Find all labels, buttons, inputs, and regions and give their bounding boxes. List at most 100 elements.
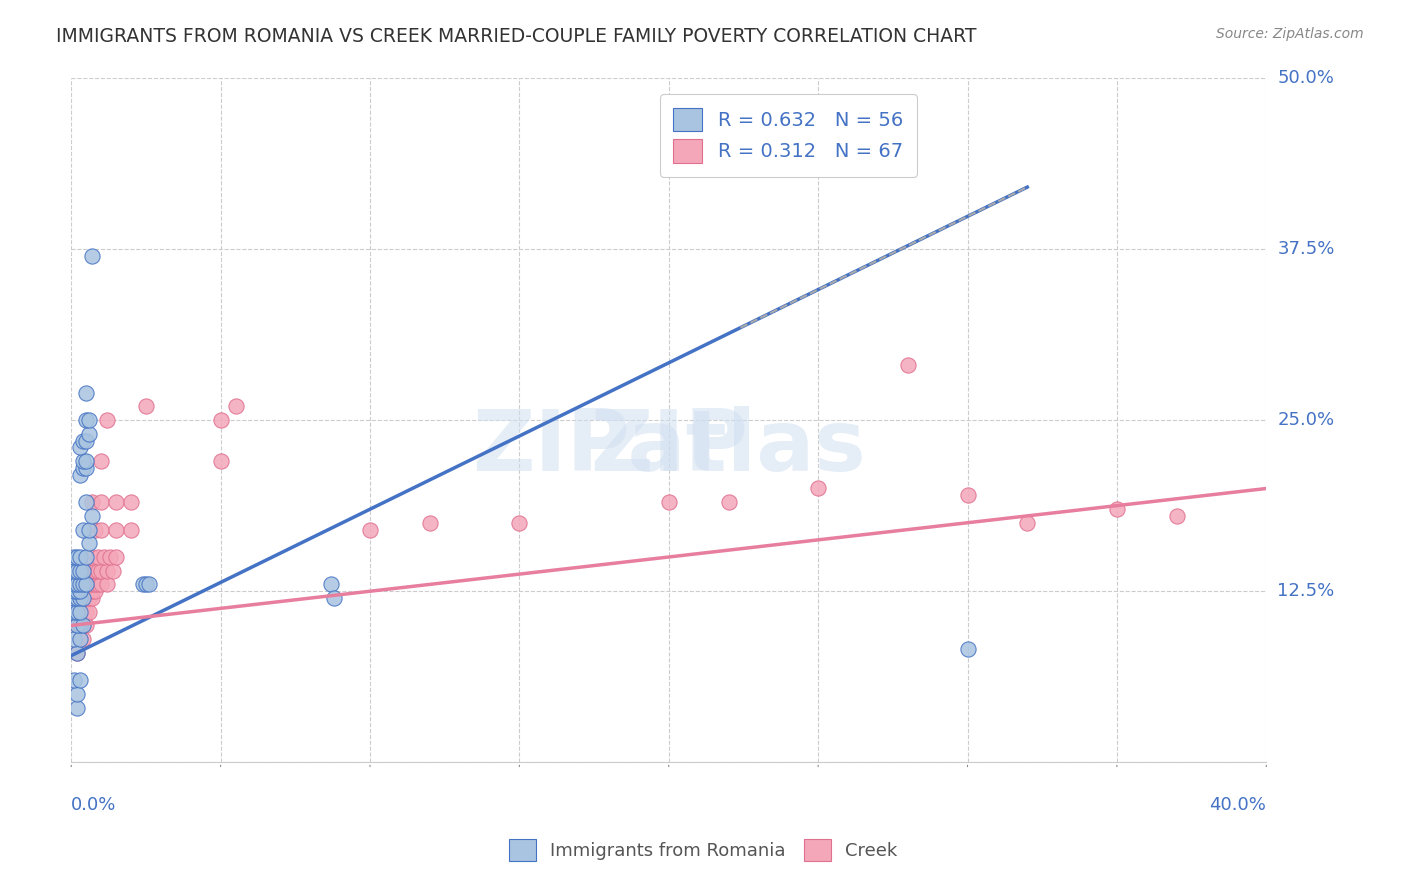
Point bbox=[138, 577, 160, 591]
Point bbox=[96, 577, 118, 591]
Point bbox=[75, 461, 97, 475]
Point bbox=[87, 564, 110, 578]
Point bbox=[72, 605, 94, 619]
Point bbox=[63, 549, 86, 564]
Point bbox=[956, 488, 979, 502]
Point bbox=[323, 591, 346, 606]
Text: ZIPatlas: ZIPatlas bbox=[472, 406, 866, 489]
Point bbox=[105, 523, 128, 537]
Point bbox=[72, 584, 94, 599]
Point bbox=[75, 577, 97, 591]
Point bbox=[69, 467, 91, 482]
Point bbox=[75, 434, 97, 448]
Point bbox=[69, 584, 91, 599]
Point bbox=[209, 454, 232, 468]
Point bbox=[77, 523, 100, 537]
Point bbox=[508, 516, 530, 530]
Point bbox=[75, 584, 97, 599]
Point bbox=[66, 564, 89, 578]
Point bbox=[75, 549, 97, 564]
Text: 40.0%: 40.0% bbox=[1209, 797, 1267, 814]
Point bbox=[75, 413, 97, 427]
Point bbox=[72, 591, 94, 606]
Point bbox=[69, 441, 91, 455]
Point bbox=[69, 632, 91, 647]
Point bbox=[93, 549, 115, 564]
Point bbox=[90, 454, 112, 468]
Text: 37.5%: 37.5% bbox=[1278, 240, 1334, 258]
Point bbox=[1166, 508, 1188, 523]
Point bbox=[1017, 516, 1039, 530]
Point bbox=[66, 605, 89, 619]
Point bbox=[63, 591, 86, 606]
Point bbox=[101, 564, 124, 578]
Point bbox=[72, 577, 94, 591]
Text: 12.5%: 12.5% bbox=[1278, 582, 1334, 600]
Text: 50.0%: 50.0% bbox=[1278, 69, 1334, 87]
Point bbox=[1105, 502, 1128, 516]
Point bbox=[90, 495, 112, 509]
Point bbox=[75, 591, 97, 606]
Point bbox=[69, 673, 91, 688]
Point bbox=[897, 358, 920, 372]
Point bbox=[63, 605, 86, 619]
Point bbox=[75, 618, 97, 632]
Point bbox=[87, 549, 110, 564]
Point bbox=[72, 564, 94, 578]
Point bbox=[120, 495, 142, 509]
Point bbox=[105, 495, 128, 509]
Point bbox=[120, 523, 142, 537]
Point bbox=[66, 618, 89, 632]
Point bbox=[75, 454, 97, 468]
Point bbox=[66, 591, 89, 606]
Point bbox=[69, 618, 91, 632]
Point bbox=[69, 605, 91, 619]
Point bbox=[69, 605, 91, 619]
Point bbox=[84, 523, 107, 537]
Point bbox=[63, 564, 86, 578]
Point bbox=[69, 591, 91, 606]
Point bbox=[72, 591, 94, 606]
Point bbox=[90, 577, 112, 591]
Point bbox=[77, 577, 100, 591]
Point bbox=[66, 646, 89, 660]
Legend: Immigrants from Romania, Creek: Immigrants from Romania, Creek bbox=[496, 827, 910, 874]
Point bbox=[63, 577, 86, 591]
Point bbox=[66, 549, 89, 564]
Text: ZIP: ZIP bbox=[591, 406, 748, 489]
Point bbox=[82, 577, 104, 591]
Point bbox=[807, 482, 830, 496]
Point bbox=[75, 577, 97, 591]
Point bbox=[63, 632, 86, 647]
Point bbox=[90, 523, 112, 537]
Point bbox=[72, 618, 94, 632]
Point bbox=[82, 584, 104, 599]
Point bbox=[77, 413, 100, 427]
Point bbox=[75, 495, 97, 509]
Point bbox=[90, 564, 112, 578]
Point bbox=[63, 673, 86, 688]
Point bbox=[82, 508, 104, 523]
Point bbox=[84, 577, 107, 591]
Point bbox=[225, 399, 247, 413]
Point bbox=[75, 564, 97, 578]
Point bbox=[66, 700, 89, 714]
Point bbox=[66, 618, 89, 632]
Legend: R = 0.632   N = 56, R = 0.312   N = 67: R = 0.632 N = 56, R = 0.312 N = 67 bbox=[659, 94, 917, 177]
Point bbox=[63, 584, 86, 599]
Point bbox=[135, 577, 157, 591]
Point bbox=[82, 564, 104, 578]
Text: 25.0%: 25.0% bbox=[1278, 411, 1334, 429]
Point bbox=[77, 584, 100, 599]
Point bbox=[717, 495, 740, 509]
Point bbox=[69, 549, 91, 564]
Point bbox=[77, 426, 100, 441]
Text: Source: ZipAtlas.com: Source: ZipAtlas.com bbox=[1216, 27, 1364, 41]
Point bbox=[96, 413, 118, 427]
Point bbox=[72, 523, 94, 537]
Point bbox=[66, 646, 89, 660]
Point bbox=[69, 584, 91, 599]
Point bbox=[132, 577, 155, 591]
Point bbox=[69, 591, 91, 606]
Point bbox=[135, 399, 157, 413]
